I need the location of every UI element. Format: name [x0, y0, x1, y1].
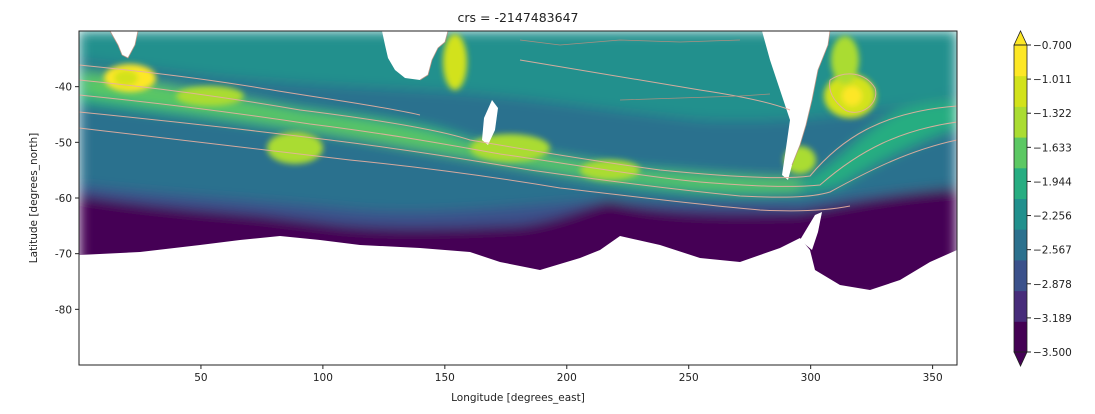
colorbar-tick-label: −0.700 [1033, 40, 1072, 52]
colorbar-extend-min [1013, 351, 1028, 367]
contour-line [79, 94, 957, 187]
land-antarctica-1 [79, 236, 957, 365]
colorbar-segment [1014, 45, 1027, 77]
x-tick-label: 300 [801, 372, 821, 384]
hotspot-kerguelen [267, 132, 323, 164]
boundary [619, 93, 771, 101]
y-tick-label: -60 [55, 193, 72, 205]
contour-line [829, 73, 877, 113]
colorbar-tick-label: −3.189 [1033, 313, 1072, 325]
land-australia [382, 31, 448, 80]
land-southamerica [762, 31, 830, 180]
colorbar-extend-max [1013, 30, 1028, 46]
coastline [791, 31, 831, 166]
hotspot-falklands-inner [842, 86, 862, 106]
colorbar-segment [1014, 229, 1027, 261]
colorbar-segment [1014, 75, 1027, 107]
land-antarctica-peninsula [800, 212, 822, 250]
x-tick-label: 50 [194, 372, 207, 384]
plot-area [79, 31, 957, 365]
hotspot-nz [470, 134, 550, 162]
x-axis-title: Longitude [degrees_east] [451, 392, 585, 404]
colorbar-tick-label: −1.633 [1033, 142, 1072, 154]
y-tick-label: -50 [55, 137, 72, 149]
colorbar-segment [1014, 198, 1027, 230]
land-masses [79, 31, 957, 365]
hotspots [104, 34, 876, 180]
colorbar-tick-label: −2.256 [1033, 211, 1072, 223]
land-africa [110, 31, 138, 58]
y-axis-title: Latitude [degrees_north] [28, 133, 40, 263]
colorbar-tick-label: −3.500 [1033, 347, 1072, 359]
y-tick-label: -40 [55, 82, 72, 94]
contour-lines [79, 59, 957, 212]
colorbar-segment [1014, 106, 1027, 138]
field-band-north [79, 31, 957, 121]
colorbar-tick-label: −2.878 [1033, 279, 1072, 291]
colorbar: −3.500 −3.189 −2.878 −2.567 −2.256 −1.944 −1.6… [1013, 30, 1072, 367]
contour-line [79, 64, 421, 116]
coastline [109, 31, 139, 59]
hotspot-tasman [443, 34, 467, 90]
boundary [519, 39, 741, 46]
land-nz [482, 100, 498, 145]
field-band-front-core [85, 72, 800, 191]
y-tick-label: -80 [55, 304, 72, 316]
colorbar-segment [1014, 321, 1027, 353]
colorbar-segment [1014, 137, 1027, 169]
x-axis: 50 100 150 200 250 300 350 [194, 365, 943, 384]
x-tick-label: 200 [557, 372, 577, 384]
colorbar-tick-label: −2.567 [1033, 245, 1072, 257]
hotspot-agulhas-inner [114, 70, 138, 86]
colorbar-segment [1014, 167, 1027, 199]
contour-line [79, 79, 957, 179]
y-axis: -40 -50 -60 -70 -80 [55, 82, 79, 316]
colorbar-segment [1014, 259, 1027, 292]
chart-title: crs = -2147483647 [458, 10, 579, 25]
colorbar-tick-label: −1.011 [1033, 74, 1072, 86]
coastlines [109, 31, 831, 166]
x-tick-label: 150 [435, 372, 455, 384]
x-tick-label: 250 [679, 372, 699, 384]
contour-line [79, 127, 851, 212]
colorbar-tick-label: −1.944 [1033, 176, 1072, 188]
contour-line [519, 59, 791, 111]
colorbar-frame [1013, 44, 1028, 353]
contour-line [79, 111, 957, 198]
coastline [419, 31, 449, 81]
x-tick-label: 100 [313, 372, 333, 384]
colorbar-tick-label: −1.322 [1033, 108, 1072, 120]
x-tick-label: 350 [923, 372, 943, 384]
y-tick-label: -70 [55, 249, 72, 261]
colorbar-segment [1014, 290, 1027, 322]
hotspot-patagonia [831, 36, 859, 84]
